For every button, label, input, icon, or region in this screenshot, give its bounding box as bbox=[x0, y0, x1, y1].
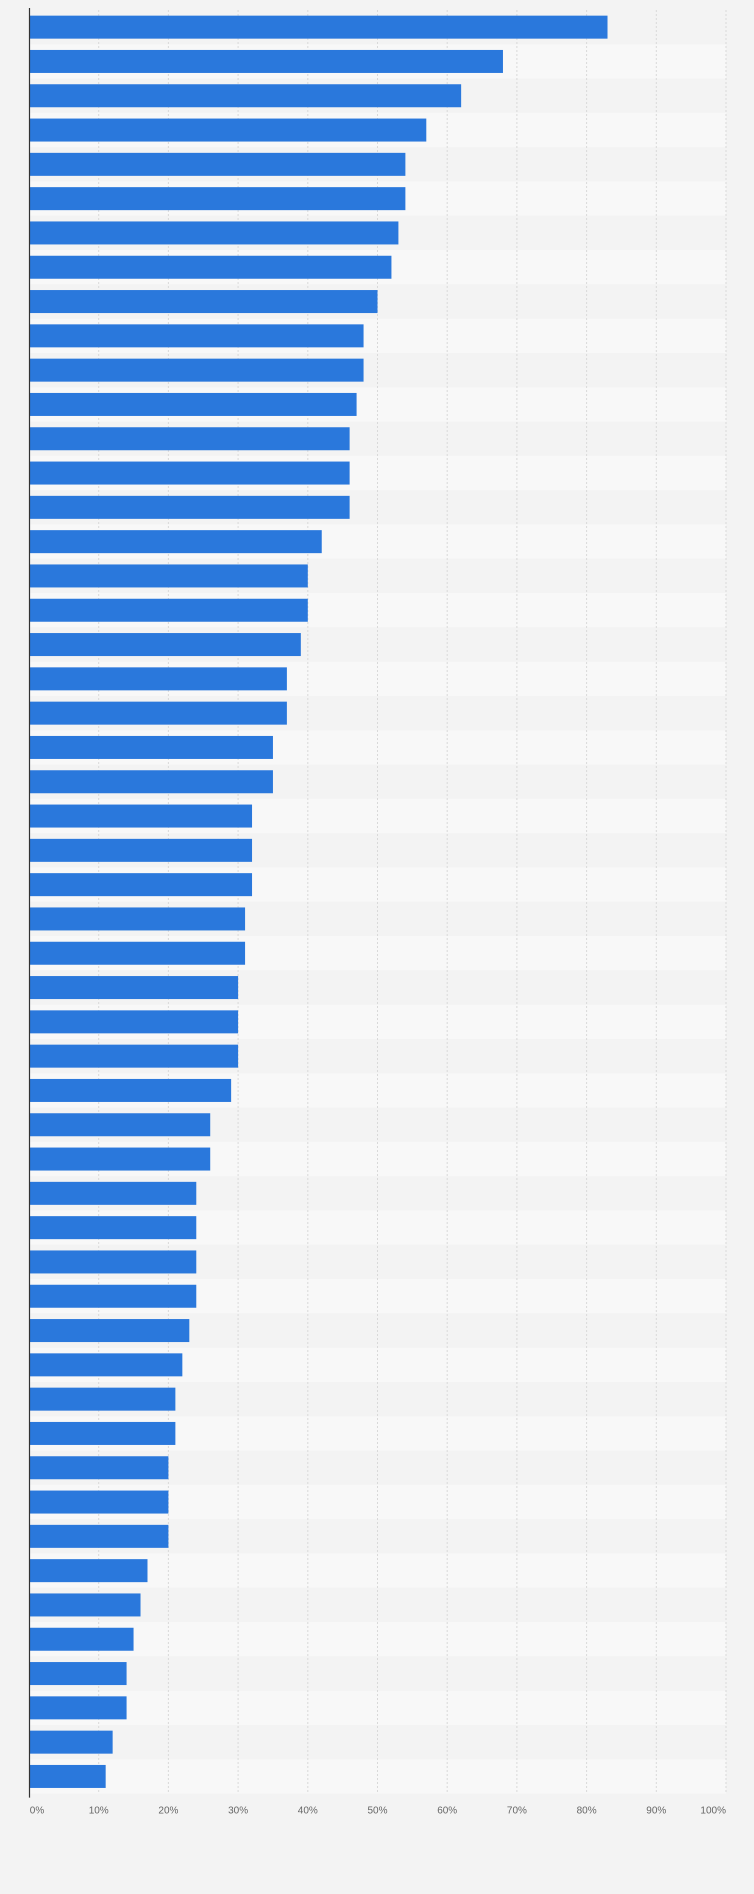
x-tick-label: 0% bbox=[30, 1806, 45, 1817]
bar[interactable] bbox=[29, 564, 308, 588]
bar[interactable] bbox=[29, 427, 350, 451]
row-band bbox=[29, 1587, 726, 1623]
bar[interactable] bbox=[29, 1010, 239, 1034]
bar[interactable] bbox=[29, 1490, 169, 1514]
bar[interactable] bbox=[29, 1627, 134, 1651]
bar[interactable] bbox=[29, 1696, 127, 1720]
bar[interactable] bbox=[29, 1662, 127, 1686]
bar[interactable] bbox=[29, 976, 239, 1000]
bar[interactable] bbox=[29, 1181, 197, 1205]
bar[interactable] bbox=[29, 941, 246, 965]
bar[interactable] bbox=[29, 1216, 197, 1240]
x-tick-label: 60% bbox=[437, 1806, 457, 1817]
bar[interactable] bbox=[29, 701, 287, 725]
bar[interactable] bbox=[29, 461, 350, 485]
bar[interactable] bbox=[29, 1147, 211, 1171]
bar[interactable] bbox=[29, 907, 246, 931]
bar[interactable] bbox=[29, 1284, 197, 1308]
x-axis-ticks: 0% 10% 20% 30% 40% 50% 60% 70% 80% 90% 100% bbox=[30, 1806, 726, 1817]
bar[interactable] bbox=[29, 633, 301, 657]
bar[interactable] bbox=[29, 1353, 183, 1377]
bar[interactable] bbox=[29, 1593, 141, 1617]
bar[interactable] bbox=[29, 804, 253, 828]
bar[interactable] bbox=[29, 1730, 113, 1754]
bar[interactable] bbox=[29, 1078, 232, 1102]
x-tick-label: 40% bbox=[298, 1806, 318, 1817]
x-tick-label: 20% bbox=[158, 1806, 178, 1817]
bar[interactable] bbox=[29, 735, 273, 759]
bar[interactable] bbox=[29, 1524, 169, 1548]
bar[interactable] bbox=[29, 530, 322, 554]
x-tick-label: 100% bbox=[700, 1806, 726, 1817]
bar[interactable] bbox=[29, 1387, 176, 1411]
bar[interactable] bbox=[29, 838, 253, 862]
bar[interactable] bbox=[29, 324, 364, 348]
row-band bbox=[29, 1656, 726, 1691]
bar[interactable] bbox=[29, 1319, 190, 1343]
bar[interactable] bbox=[29, 598, 308, 622]
x-tick-label: 30% bbox=[228, 1806, 248, 1817]
bar[interactable] bbox=[29, 221, 399, 245]
row-band bbox=[29, 1759, 726, 1794]
bar[interactable] bbox=[29, 1764, 106, 1788]
bar[interactable] bbox=[29, 1044, 239, 1068]
x-tick-label: 10% bbox=[89, 1806, 109, 1817]
bar[interactable] bbox=[29, 49, 503, 73]
x-tick-label: 50% bbox=[367, 1806, 387, 1817]
bars bbox=[29, 15, 608, 1788]
bar[interactable] bbox=[29, 873, 253, 897]
bar[interactable] bbox=[29, 1113, 211, 1137]
x-tick-label: 80% bbox=[577, 1806, 597, 1817]
bar[interactable] bbox=[29, 667, 287, 691]
bar[interactable] bbox=[29, 358, 364, 382]
bar[interactable] bbox=[29, 152, 406, 176]
bar[interactable] bbox=[29, 392, 357, 416]
x-tick-label: 90% bbox=[646, 1806, 666, 1817]
bar[interactable] bbox=[29, 495, 350, 519]
bar[interactable] bbox=[29, 118, 427, 142]
bar[interactable] bbox=[29, 15, 608, 39]
bar[interactable] bbox=[29, 84, 462, 108]
bar[interactable] bbox=[29, 1250, 197, 1274]
bar[interactable] bbox=[29, 1456, 169, 1480]
bar[interactable] bbox=[29, 187, 406, 211]
bar[interactable] bbox=[29, 1559, 148, 1583]
bar[interactable] bbox=[29, 290, 378, 314]
bar[interactable] bbox=[29, 1421, 176, 1445]
x-tick-label: 70% bbox=[507, 1806, 527, 1817]
bar[interactable] bbox=[29, 255, 392, 279]
bar[interactable] bbox=[29, 770, 273, 794]
